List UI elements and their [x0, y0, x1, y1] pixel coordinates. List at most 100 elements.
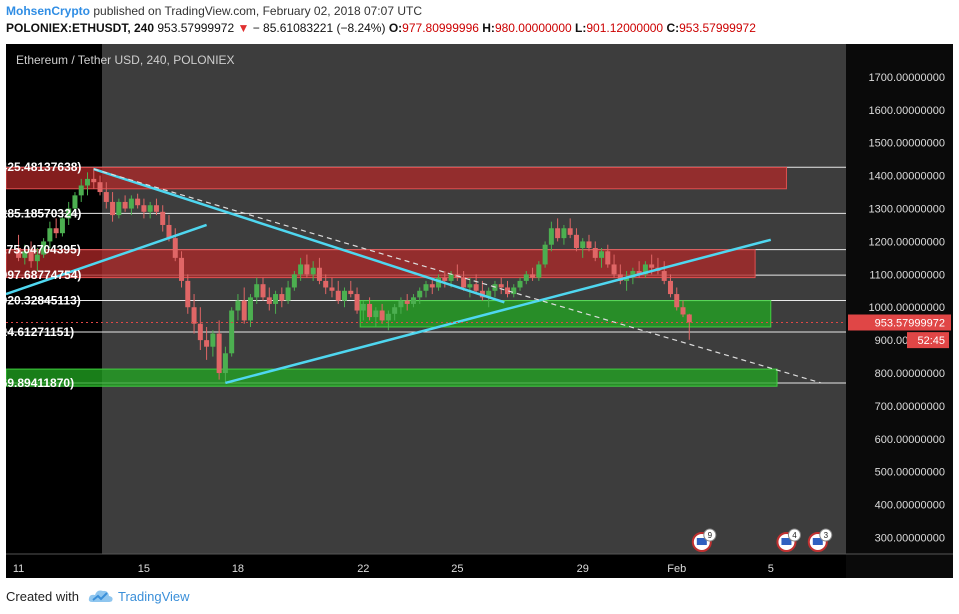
candle-body	[530, 274, 536, 278]
candle-body	[128, 198, 134, 209]
ohlc-line: POLONIEX:ETHUSDT, 240 953.57999972 ▼ − 8…	[6, 21, 756, 35]
resistance-zone	[6, 249, 756, 279]
candle-body	[417, 290, 423, 298]
event-flag-icon[interactable]: 3	[807, 528, 833, 552]
author-link[interactable]: MohsenCrypto	[6, 4, 90, 18]
candle-body	[41, 241, 47, 255]
candle-body	[561, 228, 567, 239]
candle-body	[254, 284, 260, 298]
close-label: C:	[666, 21, 680, 35]
candle-body	[266, 297, 272, 304]
x-tick-label: 18	[232, 563, 244, 575]
close-value: 953.57999972	[679, 21, 756, 35]
event-flag-icon[interactable]: 4	[776, 528, 801, 552]
event-count: 9	[708, 531, 713, 540]
candle-body	[573, 234, 579, 248]
candle-body	[229, 310, 235, 354]
tradingview-link[interactable]: TradingView	[118, 589, 190, 604]
candle-body	[323, 280, 329, 288]
candle-body	[611, 264, 617, 275]
countdown-label: 52:45	[917, 335, 945, 347]
y-tick-label: 1300.00000000	[869, 204, 945, 216]
y-tick-label: 1200.00000000	[869, 236, 945, 248]
candle-body	[122, 201, 128, 209]
level-label: (1097.68774754)	[6, 268, 81, 282]
candle-body	[617, 274, 623, 281]
candle-body	[342, 290, 348, 301]
x-tick-label: Feb	[667, 563, 686, 575]
price-axis-panel	[846, 44, 953, 578]
symbol-label[interactable]: POLONIEX:ETHUSDT, 240	[6, 21, 155, 35]
event-flag-icon[interactable]: 9	[691, 528, 717, 552]
candle-body	[636, 271, 642, 275]
event-count: 4	[792, 531, 797, 540]
candle-body	[473, 284, 479, 291]
candle-body	[16, 248, 22, 258]
chart-svg[interactable]: Ethereum / Tether USD, 240, POLONIEX (142…	[6, 44, 953, 578]
chart-area[interactable]: Ethereum / Tether USD, 240, POLONIEX (142…	[6, 44, 953, 578]
candle-body	[285, 287, 291, 301]
candle-body	[348, 290, 354, 295]
candle-body	[66, 208, 72, 219]
candle-body	[360, 303, 366, 311]
tradingview-cloud-icon	[88, 590, 113, 602]
last-price-tag-label: 953.57999972	[875, 317, 945, 329]
open-label: O:	[388, 21, 403, 35]
y-tick-label: 400.00000000	[875, 500, 945, 512]
candle-body	[185, 280, 191, 308]
candle-body	[34, 254, 40, 262]
candle-body	[511, 287, 517, 295]
candle-body	[680, 307, 686, 315]
level-label: (1425.48137638)	[6, 160, 81, 174]
candle-body	[279, 294, 285, 301]
candle-body	[141, 205, 147, 212]
candle-body	[91, 178, 97, 183]
candle-body	[298, 264, 304, 275]
event-count-badge	[703, 528, 717, 542]
candle-body	[53, 228, 59, 234]
event-flag-body	[812, 538, 823, 545]
candle-body	[97, 182, 103, 193]
candle-body	[379, 310, 385, 321]
candle-body	[461, 277, 467, 288]
candle-body	[28, 251, 34, 262]
candle-body	[410, 297, 416, 304]
candle-body	[116, 201, 122, 216]
candle-body	[72, 195, 78, 209]
candle-body	[78, 185, 84, 196]
resistance-zone	[6, 166, 787, 190]
candle-body	[329, 287, 335, 291]
candle-body	[367, 303, 373, 318]
candle-body	[605, 251, 611, 265]
x-tick-label: 29	[577, 563, 589, 575]
candle-body	[22, 251, 28, 258]
candle-body	[103, 192, 109, 202]
chart-title: Ethereum / Tether USD, 240, POLONIEX	[16, 53, 235, 67]
candle-body	[172, 238, 178, 258]
candle-body	[436, 277, 442, 288]
down-arrow-icon: ▼	[237, 21, 250, 35]
y-tick-label: 700.00000000	[875, 401, 945, 413]
candle-body	[392, 307, 398, 314]
candle-body	[84, 178, 90, 186]
y-tick-label: 1400.00000000	[869, 171, 945, 183]
x-tick-label: 5	[768, 563, 774, 575]
candle-body	[661, 271, 667, 281]
candle-body	[442, 277, 448, 281]
candle-body	[222, 353, 228, 374]
candle-body	[179, 257, 185, 281]
candle-body	[304, 264, 310, 275]
candle-body	[624, 277, 630, 281]
candle-body	[649, 264, 655, 268]
level-label: (769.89411870)	[6, 376, 74, 390]
candle-body	[686, 314, 692, 323]
candle-body	[197, 323, 203, 341]
candle-body	[580, 241, 586, 248]
y-tick-label: 1600.00000000	[869, 105, 945, 117]
level-label: (1020.32845113)	[6, 294, 81, 308]
support-zone	[6, 368, 778, 387]
publish-line: MohsenCrypto published on TradingView.co…	[6, 4, 422, 18]
x-tick-label: 22	[357, 563, 369, 575]
y-tick-label: 500.00000000	[875, 467, 945, 479]
candle-body	[517, 280, 523, 288]
